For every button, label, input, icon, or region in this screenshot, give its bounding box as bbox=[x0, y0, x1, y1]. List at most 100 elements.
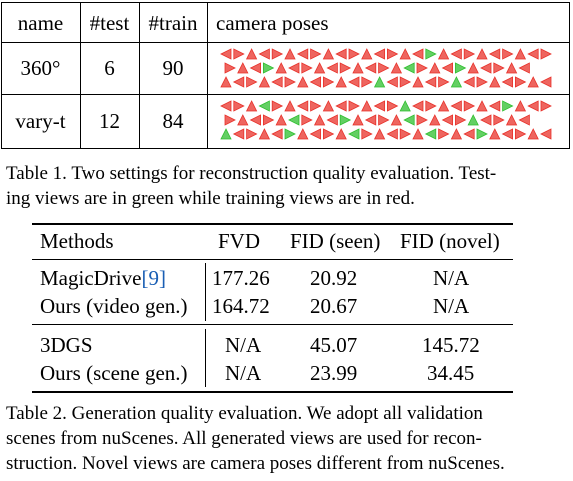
train-camera-pose bbox=[412, 48, 424, 60]
train-camera-pose bbox=[412, 76, 424, 88]
train-camera-pose bbox=[515, 128, 527, 140]
train-camera-pose bbox=[275, 62, 287, 74]
train-camera-pose bbox=[284, 48, 296, 60]
table-2-caption-line: scenes from nuScenes. All generated view… bbox=[6, 428, 482, 449]
train-camera-pose bbox=[527, 48, 539, 60]
train-camera-pose bbox=[480, 114, 492, 126]
train-camera-pose bbox=[399, 128, 412, 140]
train-camera-pose bbox=[309, 128, 321, 140]
train-camera-pose bbox=[505, 114, 518, 126]
row-train: 90 bbox=[162, 56, 184, 80]
method-label: MagicDrive bbox=[40, 266, 142, 290]
train-camera-pose bbox=[348, 100, 360, 112]
train-camera-pose bbox=[429, 62, 441, 74]
train-camera-pose bbox=[437, 48, 450, 60]
train-camera-pose bbox=[373, 128, 386, 140]
train-camera-pose bbox=[399, 48, 411, 60]
train-camera-pose bbox=[352, 114, 364, 126]
train-camera-pose bbox=[378, 62, 390, 74]
test-camera-pose bbox=[263, 62, 275, 74]
train-camera-pose bbox=[249, 114, 261, 126]
train-camera-pose bbox=[271, 48, 284, 60]
fid-seen-value: 45.07 bbox=[310, 333, 358, 357]
table-top-rule bbox=[32, 223, 513, 225]
train-camera-pose bbox=[271, 100, 284, 112]
header-name: name bbox=[17, 11, 64, 35]
train-camera-pose bbox=[313, 62, 326, 74]
train-camera-pose bbox=[263, 114, 275, 126]
train-camera-pose bbox=[220, 76, 232, 88]
column-divider bbox=[80, 2, 81, 149]
train-camera-pose bbox=[518, 114, 530, 126]
fvd-value: 164.72 bbox=[212, 294, 270, 318]
citation-link[interactable]: [9] bbox=[141, 266, 166, 290]
train-camera-pose bbox=[258, 128, 271, 140]
train-camera-pose bbox=[501, 128, 513, 140]
train-camera-pose bbox=[455, 114, 467, 126]
train-camera-pose bbox=[463, 100, 476, 112]
test-camera-pose bbox=[476, 128, 488, 140]
table-header-rule bbox=[1, 42, 570, 44]
method-name: Ours (scene gen.) bbox=[40, 361, 188, 385]
train-camera-pose bbox=[505, 62, 518, 74]
header-test: #test bbox=[89, 11, 130, 35]
header-fid-novel: FID (novel) bbox=[400, 229, 500, 253]
header-methods: Methods bbox=[40, 229, 114, 253]
train-camera-pose bbox=[237, 62, 249, 74]
train-camera-pose bbox=[540, 128, 552, 140]
train-camera-pose bbox=[378, 114, 390, 126]
train-camera-pose bbox=[335, 100, 347, 112]
train-camera-pose bbox=[249, 62, 261, 74]
test-camera-pose bbox=[450, 76, 463, 88]
table-2-caption-line: Table 2. Generation quality evaluation. … bbox=[6, 403, 483, 424]
train-camera-pose bbox=[364, 114, 377, 126]
train-camera-pose bbox=[361, 128, 373, 140]
train-camera-pose bbox=[412, 128, 424, 140]
train-camera-pose bbox=[476, 100, 488, 112]
train-camera-pose bbox=[416, 62, 428, 74]
train-camera-pose bbox=[361, 76, 373, 88]
train-camera-pose bbox=[441, 62, 453, 74]
train-camera-pose bbox=[348, 48, 360, 60]
train-camera-pose bbox=[245, 100, 258, 112]
test-camera-pose bbox=[288, 114, 300, 126]
train-camera-pose bbox=[515, 76, 527, 88]
train-camera-pose bbox=[488, 48, 501, 60]
train-camera-pose bbox=[220, 100, 232, 112]
fid-novel-value: N/A bbox=[433, 294, 470, 318]
camera-poses-vary-t-figure bbox=[220, 100, 552, 140]
train-camera-pose bbox=[288, 62, 300, 74]
train-camera-pose bbox=[233, 100, 245, 112]
train-camera-pose bbox=[335, 128, 347, 140]
train-camera-pose bbox=[220, 48, 232, 60]
fid-novel-value: 145.72 bbox=[422, 333, 480, 357]
train-camera-pose bbox=[386, 76, 398, 88]
train-camera-pose bbox=[232, 76, 245, 88]
fid-novel-value: N/A bbox=[433, 266, 470, 290]
header-train: #train bbox=[148, 11, 198, 35]
fid-novel-value: 34.45 bbox=[427, 361, 475, 385]
train-camera-pose bbox=[450, 48, 462, 60]
header-camera-poses: camera poses bbox=[216, 11, 329, 35]
train-camera-pose bbox=[271, 76, 283, 88]
row-test: 6 bbox=[104, 56, 115, 80]
row-test: 12 bbox=[99, 109, 120, 133]
train-camera-pose bbox=[275, 114, 287, 126]
train-camera-pose bbox=[493, 114, 505, 126]
table-2: Methods FVD FID (seen) FID (novel) Magic… bbox=[32, 223, 513, 393]
train-camera-pose bbox=[387, 48, 399, 60]
camera-poses-360-figure bbox=[220, 48, 552, 88]
train-camera-pose bbox=[429, 114, 441, 126]
table-top-rule bbox=[1, 2, 570, 4]
train-camera-pose bbox=[297, 76, 309, 88]
column-divider bbox=[139, 2, 140, 149]
train-camera-pose bbox=[323, 128, 335, 140]
train-camera-pose bbox=[339, 62, 352, 74]
train-camera-pose bbox=[233, 48, 245, 60]
table-border-left bbox=[1, 2, 2, 149]
train-camera-pose bbox=[476, 76, 488, 88]
column-divider bbox=[205, 329, 206, 387]
train-camera-pose bbox=[352, 62, 364, 74]
header-fvd: FVD bbox=[218, 229, 261, 253]
train-camera-pose bbox=[467, 62, 479, 74]
